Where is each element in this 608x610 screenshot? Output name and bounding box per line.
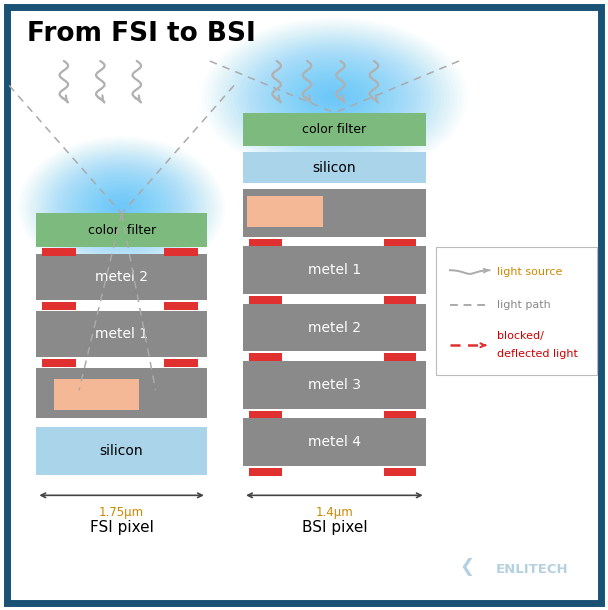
Bar xyxy=(249,353,282,361)
Bar xyxy=(164,359,198,367)
Ellipse shape xyxy=(72,173,171,242)
Text: metel 2: metel 2 xyxy=(308,321,361,334)
Ellipse shape xyxy=(271,59,398,136)
Ellipse shape xyxy=(111,200,133,215)
Bar xyxy=(384,296,416,304)
Text: ENLITECH: ENLITECH xyxy=(496,564,568,576)
Text: metel 2: metel 2 xyxy=(95,270,148,284)
Bar xyxy=(243,246,426,294)
Ellipse shape xyxy=(118,205,125,210)
Ellipse shape xyxy=(281,65,388,130)
Text: silicon: silicon xyxy=(100,444,143,458)
Ellipse shape xyxy=(108,198,135,217)
FancyBboxPatch shape xyxy=(7,7,601,603)
Ellipse shape xyxy=(294,73,375,122)
Ellipse shape xyxy=(88,184,156,231)
Ellipse shape xyxy=(291,71,378,124)
Ellipse shape xyxy=(301,77,368,118)
Ellipse shape xyxy=(75,175,168,240)
Text: light path: light path xyxy=(497,300,550,310)
Ellipse shape xyxy=(85,182,158,232)
Text: From FSI to BSI: From FSI to BSI xyxy=(27,21,256,48)
Ellipse shape xyxy=(100,193,143,222)
Text: silicon: silicon xyxy=(313,161,356,174)
Bar xyxy=(249,239,282,246)
Text: light source: light source xyxy=(497,267,562,277)
Bar xyxy=(243,361,426,409)
Ellipse shape xyxy=(95,189,148,226)
Text: blocked/: blocked/ xyxy=(497,331,544,340)
Bar xyxy=(36,427,207,475)
Ellipse shape xyxy=(113,201,130,214)
Ellipse shape xyxy=(331,95,338,100)
Ellipse shape xyxy=(327,93,342,102)
Bar xyxy=(243,418,426,466)
Ellipse shape xyxy=(268,57,401,138)
Ellipse shape xyxy=(98,191,145,224)
Ellipse shape xyxy=(82,181,161,234)
Bar xyxy=(249,411,282,418)
Bar xyxy=(384,411,416,418)
Ellipse shape xyxy=(116,203,128,212)
Ellipse shape xyxy=(80,179,164,236)
Bar xyxy=(164,248,198,256)
Ellipse shape xyxy=(324,92,345,104)
Text: ❮: ❮ xyxy=(459,558,474,576)
Text: 1.4μm: 1.4μm xyxy=(316,506,353,519)
Ellipse shape xyxy=(288,70,381,126)
Text: color filter: color filter xyxy=(302,123,367,136)
Bar xyxy=(164,302,198,310)
Text: deflected light: deflected light xyxy=(497,349,578,359)
Bar xyxy=(36,214,207,247)
Bar xyxy=(41,359,75,367)
Bar xyxy=(247,196,323,227)
Bar xyxy=(243,113,426,146)
Text: metel 4: metel 4 xyxy=(308,436,361,449)
Ellipse shape xyxy=(317,87,351,108)
Text: 1.75μm: 1.75μm xyxy=(99,506,144,519)
FancyBboxPatch shape xyxy=(436,247,597,375)
Ellipse shape xyxy=(278,63,391,132)
Ellipse shape xyxy=(105,196,138,218)
Bar xyxy=(243,189,426,237)
Ellipse shape xyxy=(297,76,371,120)
Text: BSI pixel: BSI pixel xyxy=(302,520,367,535)
Bar xyxy=(243,304,426,351)
Bar xyxy=(249,296,282,304)
Ellipse shape xyxy=(314,85,354,110)
Text: metel 1: metel 1 xyxy=(95,327,148,341)
Bar xyxy=(36,311,207,357)
Bar xyxy=(41,248,75,256)
Text: metel 3: metel 3 xyxy=(308,378,361,392)
Bar xyxy=(249,468,282,476)
Text: color  filter: color filter xyxy=(88,224,156,237)
Bar xyxy=(384,353,416,361)
Bar xyxy=(243,152,426,183)
Text: FSI pixel: FSI pixel xyxy=(89,520,154,535)
Ellipse shape xyxy=(320,89,348,106)
Bar xyxy=(54,379,139,410)
Ellipse shape xyxy=(304,79,365,116)
Ellipse shape xyxy=(308,81,361,114)
Bar xyxy=(36,368,207,418)
Ellipse shape xyxy=(103,195,140,220)
Ellipse shape xyxy=(274,62,395,134)
Bar xyxy=(384,468,416,476)
Ellipse shape xyxy=(92,187,151,228)
Bar xyxy=(36,254,207,300)
Ellipse shape xyxy=(77,177,166,238)
Text: metel 1: metel 1 xyxy=(308,264,361,277)
Ellipse shape xyxy=(90,186,153,229)
Ellipse shape xyxy=(311,84,358,112)
Ellipse shape xyxy=(284,67,385,128)
Bar xyxy=(384,239,416,246)
Bar xyxy=(41,302,75,310)
